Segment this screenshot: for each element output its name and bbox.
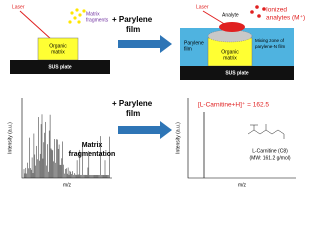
ionized-label: Ionized [266,7,287,14]
x-axis-label: m/z [238,182,247,188]
structure [247,124,285,139]
axes [187,98,296,179]
fragments-label: fragments [86,17,109,23]
ionized-label: analytes (M⁺) [266,15,305,22]
laser-label: Laser [196,4,209,10]
step-label: film [126,25,140,34]
step-label: + Parylene [112,99,153,108]
ions [250,5,266,18]
step-label: + Parylene [112,15,153,24]
y-axis-label: Intensity (a.u.) [175,122,181,154]
arrow [118,35,172,53]
matrix-label: Organic [49,43,67,49]
spectrum [23,114,110,178]
y-axis-label: Intensity (a.u.) [7,122,13,154]
plate-label: SUS plate [48,64,72,70]
analyte-label: Analyte [222,12,239,18]
annotation: fragmentation [69,151,116,158]
laser-label: Laser [12,4,25,10]
figure: Laser Matrix fragments Organic matrix SU… [7,4,305,188]
plate-label: SUS plate [225,70,249,76]
matrix-label: matrix [51,49,65,55]
compound-label: L-Carnitine (C8) [252,148,288,154]
parylene-label: Parylene [184,40,204,46]
mixing-label: parylene-N film [255,44,286,49]
plate [180,66,294,80]
laser-beam [202,10,227,26]
peak-label: [L-Carnitine+H]⁺ = 162.5 [198,102,269,109]
mw-label: (MW: 161.2 g/mol) [249,155,290,161]
x-axis-label: m/z [63,182,72,188]
mixing-label: Mixing zone of [255,38,285,43]
arrow [118,121,172,139]
plate [10,60,110,74]
laser-beam [19,10,53,41]
fragments [68,8,86,24]
axes [21,98,112,179]
annotation: Matrix [82,142,103,149]
parylene-label: film [184,46,192,52]
matrix-label: Organic [221,49,239,55]
fragments-label: Matrix [86,11,100,17]
matrix-label: matrix [223,55,237,61]
step-label: film [126,109,140,118]
